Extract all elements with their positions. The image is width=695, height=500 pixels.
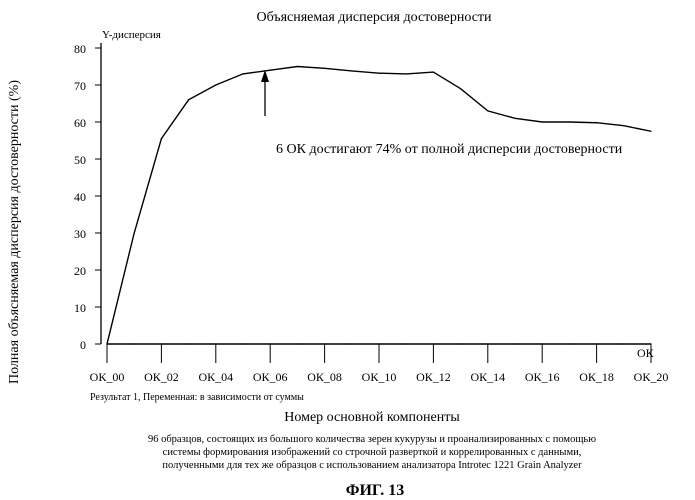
x-tick-label: ОК_18 [579, 370, 614, 384]
y-tick-label: 40 [74, 190, 86, 204]
data-point [460, 343, 462, 345]
y-tick-label: 60 [74, 116, 86, 130]
data-point [405, 343, 407, 345]
y-tick-label: 70 [74, 79, 86, 93]
annotation-arrowhead [261, 70, 269, 82]
data-point [106, 343, 108, 345]
data-point [351, 70, 353, 72]
data-point [296, 343, 298, 345]
data-point [514, 343, 516, 345]
data-point [460, 88, 462, 90]
data-point [133, 232, 135, 234]
y-axis-caption: Y-дисперсия [102, 29, 161, 41]
data-point [596, 122, 598, 124]
x-tick-label: ОК_12 [416, 370, 451, 384]
data-point [324, 67, 326, 69]
x-tick-label: ОК_16 [525, 370, 560, 384]
data-point [378, 72, 380, 74]
data-point [596, 343, 598, 345]
data-point [650, 343, 652, 345]
x-tick-label: ОК_20 [634, 370, 669, 384]
x-tick-label: ОК_00 [90, 370, 125, 384]
data-point [296, 65, 298, 68]
x-tick-label: ОК_04 [198, 370, 233, 384]
y-tick-label: 0 [80, 338, 86, 352]
y-tick-label: 10 [74, 301, 86, 315]
x-tick-label: ОК_08 [307, 370, 342, 384]
data-point [541, 343, 543, 345]
data-point [487, 343, 489, 345]
data-point [242, 343, 244, 345]
data-point [541, 121, 543, 123]
data-point [623, 125, 625, 127]
series-line-0 [106, 65, 652, 345]
data-point [215, 84, 217, 86]
x-axis-end-label: ОК [637, 346, 655, 360]
data-point [568, 343, 571, 345]
data-point [133, 343, 135, 345]
data-point [160, 343, 162, 345]
caption-line-2: системы формирования изображений со стро… [163, 447, 582, 458]
data-point [432, 71, 434, 73]
data-point [568, 121, 571, 123]
x-ticks: ОК_00 ОК_02 ОК_04 ОК_06 ОК_08 ОК_10 ОК_12 ОК_14… [90, 344, 669, 384]
data-point [514, 117, 516, 119]
data-point [188, 343, 190, 345]
annotation: 6 ОК достигают 74% от полной дисперсии д… [261, 70, 623, 157]
x-tick-label: ОК_02 [144, 370, 179, 384]
y-axis-label: Полная объясняемая дисперсия достовернос… [7, 80, 22, 384]
data-point [215, 343, 217, 345]
y-tick-label: 80 [74, 42, 86, 56]
data-point [351, 343, 353, 345]
y-tick-label: 20 [74, 264, 86, 278]
chart-title: Объясняемая дисперсия достоверности [256, 10, 492, 25]
series-group [106, 65, 652, 345]
annotation-text: 6 ОК достигают 74% от полной дисперсии д… [276, 142, 623, 157]
y-tick-label: 50 [74, 153, 86, 167]
data-point [487, 110, 489, 112]
x-tick-label: ОК_14 [470, 370, 505, 384]
data-point [269, 343, 271, 345]
x-tick-label: ОК_10 [362, 370, 397, 384]
figure-label: ФИГ. 13 [346, 482, 405, 499]
data-point [242, 73, 244, 75]
data-point [269, 69, 271, 71]
data-point [160, 138, 162, 140]
data-point [432, 343, 434, 345]
caption-line-1: 96 образцов, состоящих из большого колич… [148, 434, 596, 445]
y-tick-label: 30 [74, 227, 86, 241]
x-axis-label: Номер основной компоненты [284, 410, 460, 425]
x-tick-label: ОК_06 [253, 370, 288, 384]
caption-line-3: полученными для тех же образцов с исполь… [162, 460, 582, 471]
data-point [378, 343, 380, 345]
data-point [623, 343, 625, 345]
data-point [650, 130, 652, 132]
data-point [405, 73, 407, 75]
result-note: Результат 1, Переменная: в зависимости о… [90, 392, 304, 403]
y-ticks: 0 10 20 30 40 50 60 70 80 [74, 42, 101, 352]
data-point [188, 99, 190, 101]
data-point [324, 343, 326, 345]
